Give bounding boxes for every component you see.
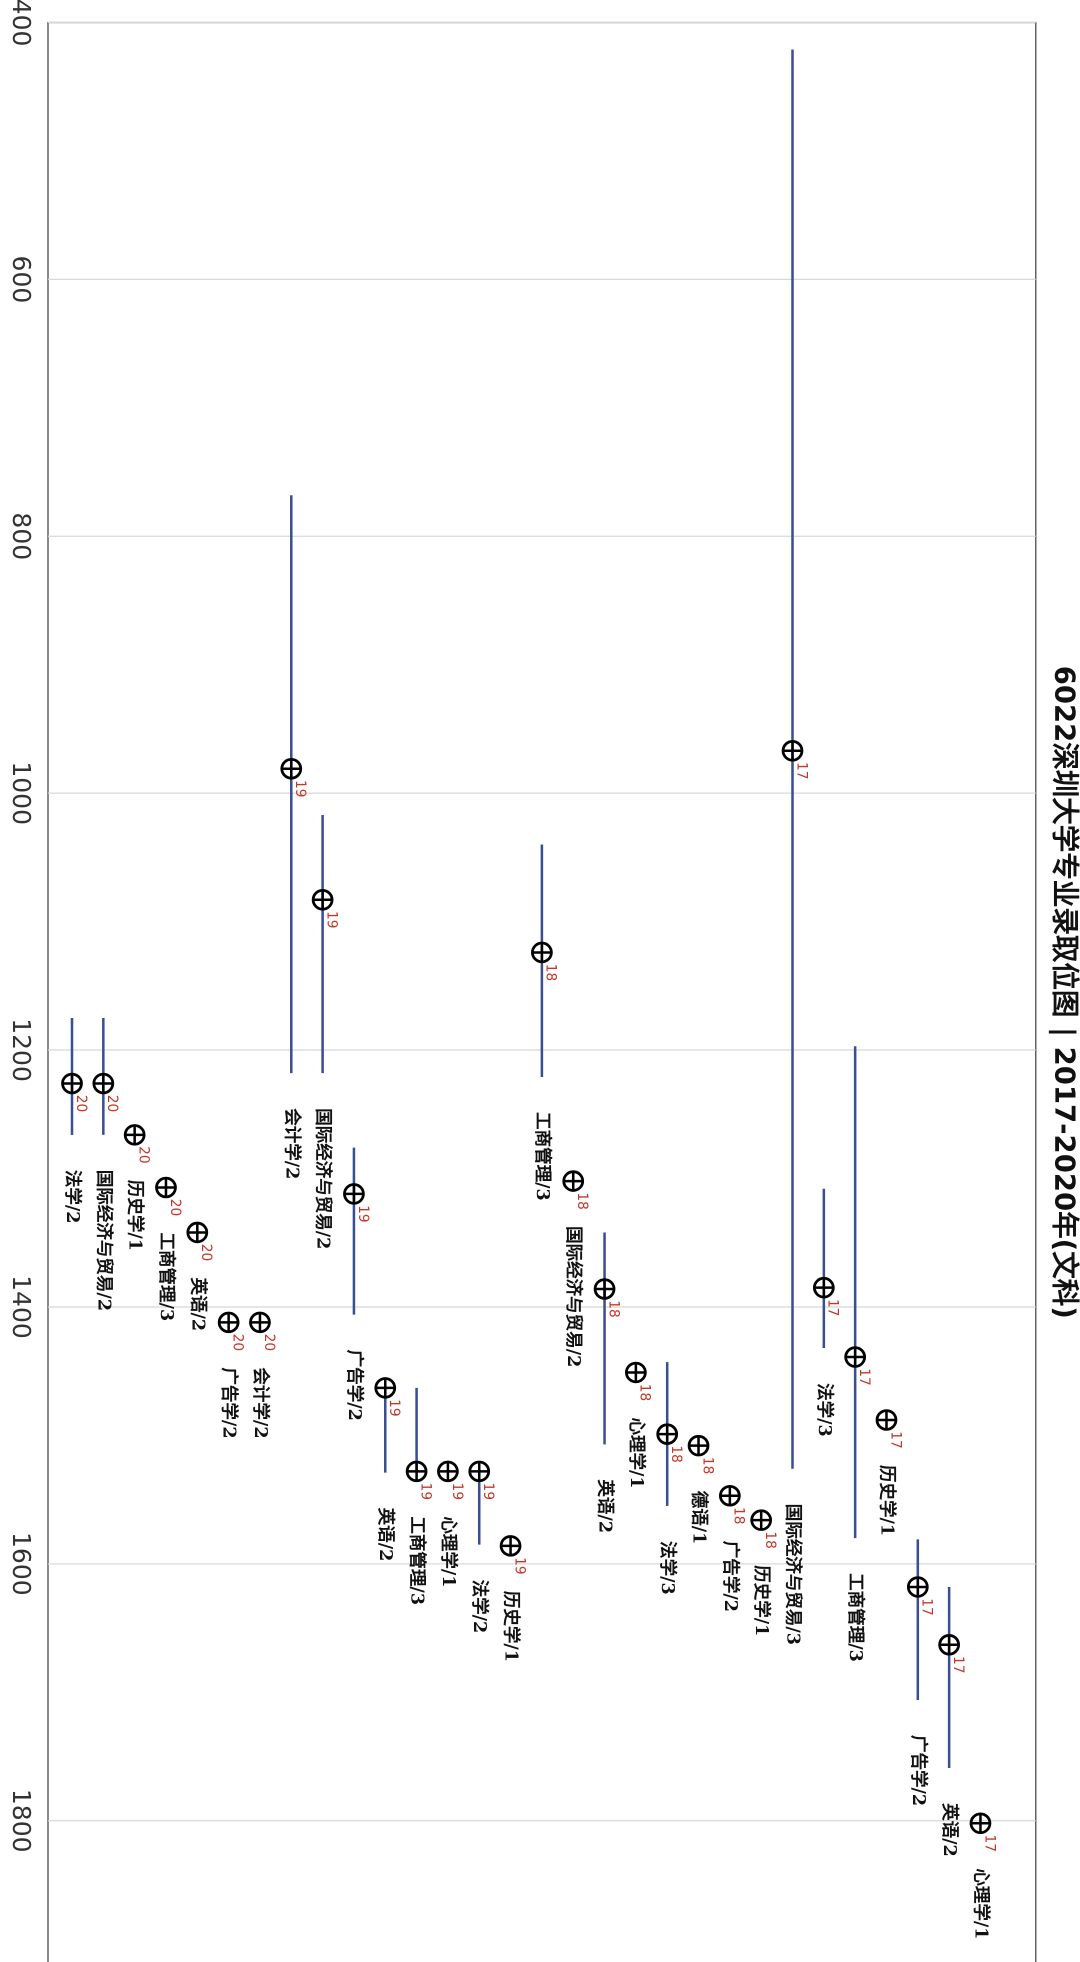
year-label: 20: [73, 1095, 89, 1112]
category-label: 国际经济与贸易/3: [782, 1504, 803, 1645]
year-label: 17: [825, 1299, 841, 1316]
category-label: 历史学/1: [876, 1465, 897, 1536]
y-tick-label: 1600: [7, 1532, 36, 1596]
category-label: 英语/2: [939, 1803, 960, 1857]
category-label: 法学/3: [814, 1383, 835, 1437]
category-label: 法学/3: [657, 1541, 678, 1595]
y-tick-label: 400: [7, 0, 36, 46]
year-label: 18: [543, 964, 559, 981]
year-label: 18: [731, 1507, 747, 1524]
category-label: 历史学/1: [125, 1180, 146, 1251]
category-label: 国际经济与贸易/2: [313, 1108, 334, 1249]
category-label: 工商管理/3: [845, 1573, 866, 1662]
year-label: 18: [574, 1192, 590, 1209]
year-label: 19: [292, 780, 308, 797]
category-label: 广告学/2: [908, 1735, 929, 1806]
category-label: 历史学/1: [751, 1565, 772, 1636]
category-label: 英语/2: [187, 1277, 208, 1331]
y-tick-label: 1800: [7, 1789, 36, 1853]
y-tick-label: 1200: [7, 1018, 36, 1082]
category-label: 广告学/2: [344, 1350, 365, 1421]
year-label: 18: [699, 1457, 715, 1474]
y-tick-label: 600: [7, 256, 36, 304]
y-tick-label: 1000: [7, 761, 36, 825]
year-label: 17: [856, 1368, 872, 1385]
category-label: 英语/2: [595, 1479, 616, 1533]
year-label: 19: [355, 1205, 371, 1222]
year-label: 18: [762, 1531, 778, 1548]
year-label: 17: [887, 1431, 903, 1448]
category-label: 心理学/1: [970, 1868, 991, 1939]
year-label: 20: [198, 1244, 214, 1261]
category-label: 会计学/2: [281, 1108, 302, 1179]
category-label: 广告学/2: [720, 1541, 741, 1612]
y-tick-label: 800: [7, 512, 36, 560]
category-label: 心理学/1: [626, 1417, 647, 1488]
year-label: 19: [480, 1483, 496, 1500]
year-label: 19: [511, 1557, 527, 1574]
year-label: 20: [167, 1199, 183, 1216]
category-label: 会计学/2: [250, 1367, 271, 1438]
year-label: 20: [261, 1334, 277, 1351]
category-label: 国际经济与贸易/2: [93, 1170, 114, 1311]
y-tick-label: 1400: [7, 1275, 36, 1339]
category-label: 广告学/2: [219, 1367, 240, 1438]
category-label: 英语/2: [375, 1508, 396, 1562]
category-label: 历史学/1: [501, 1591, 522, 1662]
year-label: 17: [919, 1598, 935, 1615]
year-label: 20: [229, 1334, 245, 1351]
year-label: 18: [605, 1300, 621, 1317]
category-label: 工商管理/3: [407, 1516, 428, 1605]
year-label: 19: [323, 911, 339, 928]
category-label: 工商管理/3: [156, 1233, 177, 1322]
category-label: 德语/1: [688, 1491, 709, 1545]
category-label: 法学/2: [469, 1580, 490, 1634]
year-label: 20: [104, 1095, 120, 1112]
chart-title: 6022深圳大学专业录取位图 | 2017-2020年(文科): [1049, 666, 1080, 1319]
year-label: 19: [449, 1483, 465, 1500]
year-label: 20: [135, 1146, 151, 1163]
category-label: 法学/2: [62, 1170, 83, 1224]
year-label: 17: [950, 1656, 966, 1673]
year-label: 17: [793, 762, 809, 779]
year-label: 18: [668, 1445, 684, 1462]
year-label: 19: [417, 1483, 433, 1500]
year-label: 19: [386, 1399, 402, 1416]
category-label: 工商管理/3: [532, 1112, 553, 1201]
year-label: 17: [981, 1835, 997, 1852]
year-label: 18: [637, 1384, 653, 1401]
category-label: 国际经济与贸易/2: [563, 1226, 584, 1367]
category-label: 心理学/1: [438, 1516, 459, 1587]
